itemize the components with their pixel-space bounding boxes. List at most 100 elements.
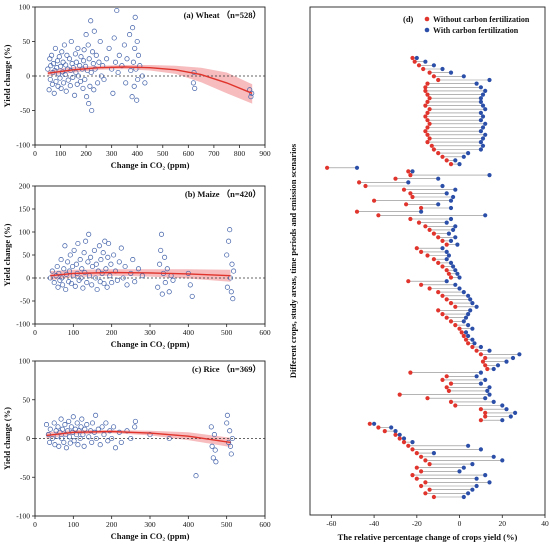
- rice-point: [62, 422, 68, 428]
- rice-point: [229, 435, 235, 442]
- wheat-point: [248, 94, 254, 100]
- maize-point: [135, 266, 142, 272]
- wheat-point: [85, 42, 91, 48]
- maize-point: [100, 250, 106, 256]
- wheat-point: [81, 58, 87, 64]
- wheat-point: [96, 59, 102, 65]
- point-without-fertilization: [425, 140, 430, 145]
- wheat-xtick-label: 500: [157, 149, 169, 158]
- point-with-fertilization: [466, 333, 471, 339]
- maize-point: [80, 285, 86, 291]
- point-without-fertilization: [401, 187, 407, 192]
- point-with-fertilization: [487, 392, 492, 397]
- rice-point: [128, 435, 134, 442]
- rice-point: [75, 442, 81, 448]
- point-without-fertilization: [431, 257, 436, 262]
- point-without-fertilization: [459, 330, 464, 335]
- maize-point: [130, 257, 136, 263]
- maize-point: [103, 266, 109, 272]
- maize-point: [93, 261, 99, 267]
- maize-point: [61, 266, 67, 272]
- rice-point: [224, 420, 230, 426]
- point-with-fertilization: [448, 198, 454, 203]
- point-with-fertilization: [500, 403, 505, 408]
- wheat-point: [68, 38, 74, 45]
- wheat-xtick-label: 400: [132, 149, 144, 158]
- point-without-fertilization: [444, 158, 449, 163]
- point-with-fertilization: [436, 176, 441, 181]
- wheat-point: [59, 49, 65, 55]
- wheat-point: [92, 66, 98, 72]
- point-without-fertilization: [410, 55, 415, 61]
- point-with-fertilization: [478, 447, 483, 452]
- rice-ytick-label: 0: [26, 434, 30, 443]
- point-without-fertilization: [427, 462, 432, 467]
- point-without-fertilization: [463, 337, 469, 342]
- maize-point: [224, 252, 230, 258]
- dumbbell-plot-frame: [309, 6, 546, 516]
- wheat-point: [91, 87, 97, 93]
- wheat-point: [110, 90, 116, 96]
- maize-point: [162, 254, 168, 260]
- maize-point: [114, 277, 120, 283]
- point-with-fertilization: [354, 165, 360, 170]
- point-without-fertilization: [423, 114, 428, 119]
- point-without-fertilization: [393, 176, 398, 181]
- maize-point: [85, 259, 91, 265]
- point-without-fertilization: [397, 436, 402, 441]
- wheat-point: [142, 80, 148, 86]
- point-with-fertilization: [431, 451, 436, 456]
- wheat-point: [67, 83, 73, 89]
- point-with-fertilization: [451, 227, 456, 232]
- point-with-fertilization: [470, 301, 475, 306]
- wheat-point: [134, 97, 140, 103]
- point-without-fertilization: [419, 483, 424, 489]
- rice-xtick-label: 100: [68, 520, 80, 529]
- point-with-fertilization: [448, 70, 454, 75]
- rice-confidence-band: [46, 430, 231, 447]
- point-without-fertilization: [427, 136, 432, 141]
- maize-point: [62, 243, 68, 249]
- point-with-fertilization: [466, 293, 471, 298]
- rice-point: [101, 432, 107, 438]
- rice-point: [93, 412, 99, 418]
- point-without-fertilization: [431, 147, 436, 152]
- point-with-fertilization: [451, 194, 456, 200]
- point-with-fertilization: [446, 253, 451, 258]
- rice-xtick-label: 200: [106, 520, 118, 529]
- wheat-point: [135, 52, 142, 58]
- rice-point: [93, 435, 99, 442]
- maize-point: [84, 280, 90, 286]
- rice-point: [68, 424, 74, 430]
- wheat-point: [64, 52, 70, 58]
- point-with-fertilization: [401, 436, 407, 441]
- legend-label-with: With carbon fertilization: [433, 26, 519, 35]
- point-without-fertilization: [427, 227, 432, 232]
- point-with-fertilization: [478, 99, 483, 104]
- point-with-fertilization: [397, 432, 402, 437]
- wheat-point: [90, 61, 96, 67]
- maize-panel-title: (b) Maize （n=420）: [185, 189, 261, 199]
- maize-point: [118, 245, 124, 251]
- maize-point: [231, 268, 237, 274]
- point-with-fertilization: [470, 487, 475, 492]
- point-with-fertilization: [372, 421, 377, 426]
- wheat-point: [58, 63, 64, 69]
- wheat-point: [72, 51, 78, 57]
- rice-point: [224, 412, 230, 418]
- maize-point: [106, 240, 112, 247]
- dumbbell-xtick-label: 0: [458, 519, 462, 528]
- point-without-fertilization: [427, 107, 432, 112]
- point-without-fertilization: [448, 162, 454, 167]
- point-with-fertilization: [466, 151, 471, 156]
- point-with-fertilization: [491, 454, 496, 459]
- point-with-fertilization: [457, 469, 462, 474]
- maize-point: [66, 279, 72, 285]
- point-without-fertilization: [410, 473, 415, 478]
- wheat-point: [86, 101, 92, 107]
- point-with-fertilization: [478, 140, 483, 145]
- point-with-fertilization: [440, 183, 445, 189]
- point-with-fertilization: [478, 147, 483, 152]
- wheat-point: [57, 75, 63, 81]
- point-with-fertilization: [495, 363, 501, 368]
